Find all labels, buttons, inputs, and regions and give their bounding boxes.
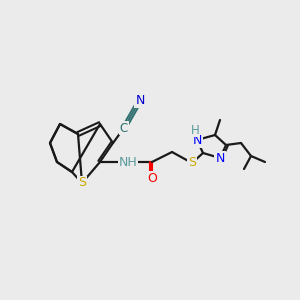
Text: C: C [120,122,128,134]
Text: N: N [215,152,225,164]
Text: O: O [147,172,157,184]
Text: S: S [78,176,86,190]
Text: S: S [188,157,196,169]
Text: N: N [135,94,145,106]
Text: H: H [190,124,200,136]
Text: NH: NH [118,155,137,169]
Text: N: N [192,134,202,146]
